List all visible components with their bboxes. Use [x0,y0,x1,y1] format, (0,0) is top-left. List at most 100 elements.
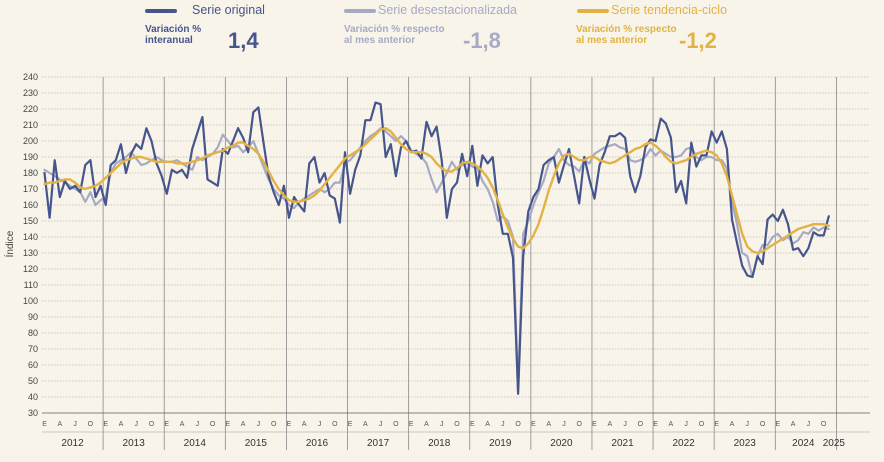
y-tick-label: 100 [23,296,38,306]
x-axis: E A J O 2012 E A J O 2013 E A J O 2014 E A J O 2015 E A J O 2016… [42,412,870,449]
x-month-label: J [73,421,77,428]
x-year-label: 2023 [734,438,757,449]
original-serie-name: Serie original [192,3,265,17]
x-month-label: O [760,421,766,428]
x-month-label: A [485,421,490,428]
y-tick-label: 90 [28,312,38,322]
x-year-label: 2013 [123,438,146,449]
series-lines [43,101,830,395]
x-month-label: E [470,421,475,428]
desestacionalizada-swatch [344,9,376,13]
x-year-label: 2015 [245,438,268,449]
x-month-label: A [669,421,674,428]
original-metric-label: Variación % interanual [145,24,202,46]
x-month-label: O [577,421,583,428]
x-month-label: E [103,421,108,428]
x-month-label: E [775,421,780,428]
x-month-label: J [562,421,566,428]
x-month-label: E [287,421,292,428]
x-month-label: J [318,421,322,428]
tendencia-metric-label: Variación % respecto al mes anterior [576,24,677,46]
x-month-label: O [88,421,94,428]
y-tick-label: 210 [23,120,38,130]
tendencia-metric-value: -1,2 [679,28,717,53]
x-month-label: O [393,421,399,428]
y-tick-label: 240 [23,72,38,82]
y-tick-label: 70 [28,344,38,354]
series-line-desestacionalizada [43,127,830,391]
x-month-label: O [454,421,460,428]
x-month-label: O [515,421,521,428]
x-year-label: 2022 [672,438,695,449]
x-year-label: 2018 [428,438,451,449]
x-month-label: A [546,421,551,428]
y-tick-label: 60 [28,360,38,370]
x-month-label: J [196,421,200,428]
x-month-label: O [821,421,827,428]
y-tick-label: 50 [28,376,38,386]
series-line-tendencia [43,126,830,255]
x-month-label: J [134,421,138,428]
x-month-label: A [119,421,124,428]
x-month-label: E [531,421,536,428]
y-tick-label: 120 [23,264,38,274]
desestacionalizada-metric-label: Variación % respecto al mes anterior [344,24,445,46]
y-axis-label: Índice [3,230,16,257]
x-month-label: J [257,421,261,428]
y-tick-label: 200 [23,136,38,146]
x-month-label: E [714,421,719,428]
x-month-label: O [149,421,155,428]
x-year-label: 2024 [792,438,815,449]
tendencia-serie-name: Serie tendencia-ciclo [611,3,728,17]
x-month-label: A [180,421,185,428]
x-month-label: E [164,421,169,428]
series-line-original [43,101,830,395]
y-tick-label: 130 [23,248,38,258]
y-tick-label: 220 [23,104,38,114]
x-month-label: A [302,421,307,428]
x-month-label: A [607,421,612,428]
y-tick-label: 30 [28,408,38,418]
x-month-label: A [57,421,62,428]
x-month-label: O [332,421,338,428]
x-month-label: O [638,421,644,428]
grid [42,76,870,450]
x-month-label: E [348,421,353,428]
x-year-label: 2012 [61,438,84,449]
y-tick-label: 230 [23,88,38,98]
y-tick-label: 150 [23,216,38,226]
y-tick-label: 170 [23,184,38,194]
x-month-label: O [210,421,216,428]
x-year-label: 2025 [823,438,846,449]
desestacionalizada-serie-name: Serie desestacionalizada [378,3,517,17]
y-tick-label: 190 [23,152,38,162]
y-tick-label: 110 [24,280,38,290]
x-month-label: A [730,421,735,428]
x-month-label: J [623,421,627,428]
x-month-label: J [807,421,811,428]
x-year-label: 2021 [611,438,634,449]
y-tick-label: 80 [28,328,38,338]
x-month-label: A [363,421,368,428]
x-month-label: E [226,421,231,428]
x-month-label: A [241,421,246,428]
x-year-label: 2016 [306,438,329,449]
y-tick-label: 40 [28,392,38,402]
x-month-label: A [424,421,429,428]
x-year-label: 2020 [550,438,573,449]
x-month-label: A [791,421,796,428]
x-month-label: J [746,421,750,428]
tendencia-swatch [577,9,609,13]
x-month-label: E [409,421,414,428]
x-month-label: J [379,421,383,428]
x-month-label: E [653,421,658,428]
x-month-label: J [684,421,688,428]
original-swatch [145,9,177,13]
desestacionalizada-metric-value: -1,8 [463,28,501,53]
x-month-label: O [271,421,277,428]
x-year-label: 2017 [367,438,390,449]
y-tick-label: 160 [23,200,38,210]
original-metric-value: 1,4 [228,28,259,53]
y-tick-label: 140 [23,232,38,242]
